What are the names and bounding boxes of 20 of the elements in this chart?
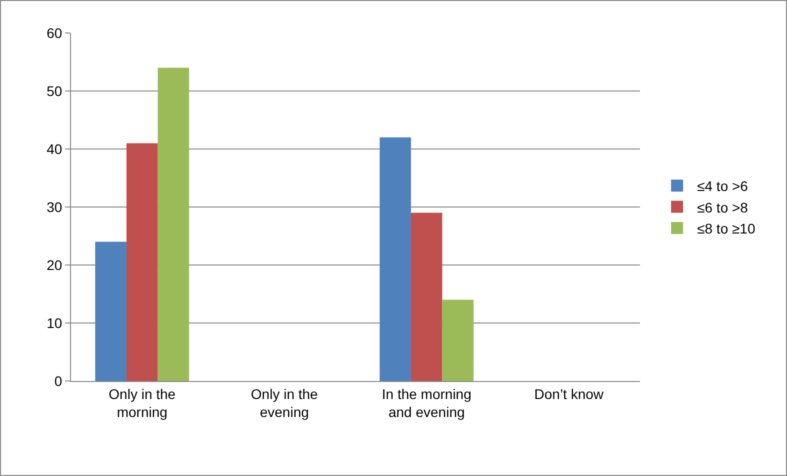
y-tick-label: 50 [46,82,62,99]
bar [380,137,411,381]
legend-label: ≤6 to >8 [697,199,748,216]
x-tick-label: Don’t know [534,386,604,402]
y-tick-label: 0 [54,372,62,389]
y-tick-label: 30 [46,198,62,215]
bar [158,68,190,381]
bar [126,143,158,381]
x-tick-label: In the morning and evening [382,386,472,420]
y-tick-label: 20 [46,256,62,273]
x-tick-label: Only in the evening [250,386,318,420]
legend-label: ≤4 to >6 [697,178,748,194]
y-tick-label: 10 [46,314,62,331]
y-tick-label: 60 [46,24,62,41]
bar [95,242,126,381]
y-tick-label: 40 [46,140,62,157]
bar [410,212,442,381]
x-tick-label: Only in the morning [108,386,176,420]
bar [442,300,474,381]
legend-label: ≤8 to ≥10 [697,220,756,236]
